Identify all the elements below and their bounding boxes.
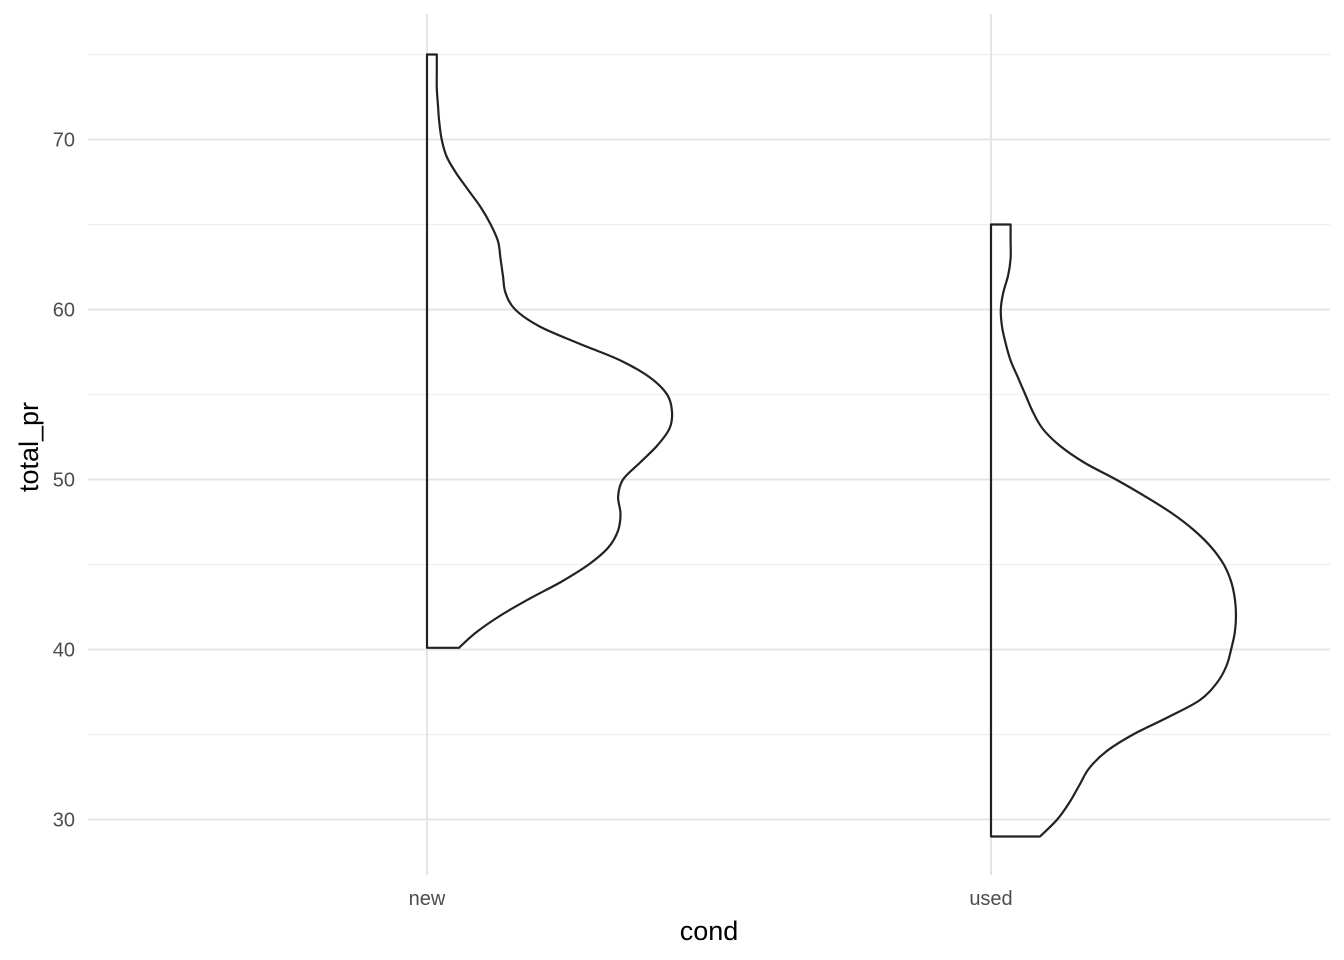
violin-new [425, 53, 674, 649]
y-axis-title: total_pr [14, 402, 44, 492]
x-axis-title: cond [680, 916, 739, 946]
x-tick-label: new [409, 888, 446, 910]
x-tick-label: used [969, 888, 1012, 910]
y-tick-label: 50 [53, 470, 75, 492]
violin-used [989, 223, 1238, 838]
grid-lines [88, 14, 1330, 875]
y-tick-label: 70 [53, 130, 75, 152]
tick-labels: 30 40 50 60 70 new used [53, 130, 1013, 911]
y-tick-label: 60 [53, 300, 75, 322]
violins [425, 53, 1238, 838]
y-tick-label: 40 [53, 640, 75, 662]
y-tick-label: 30 [53, 810, 75, 832]
